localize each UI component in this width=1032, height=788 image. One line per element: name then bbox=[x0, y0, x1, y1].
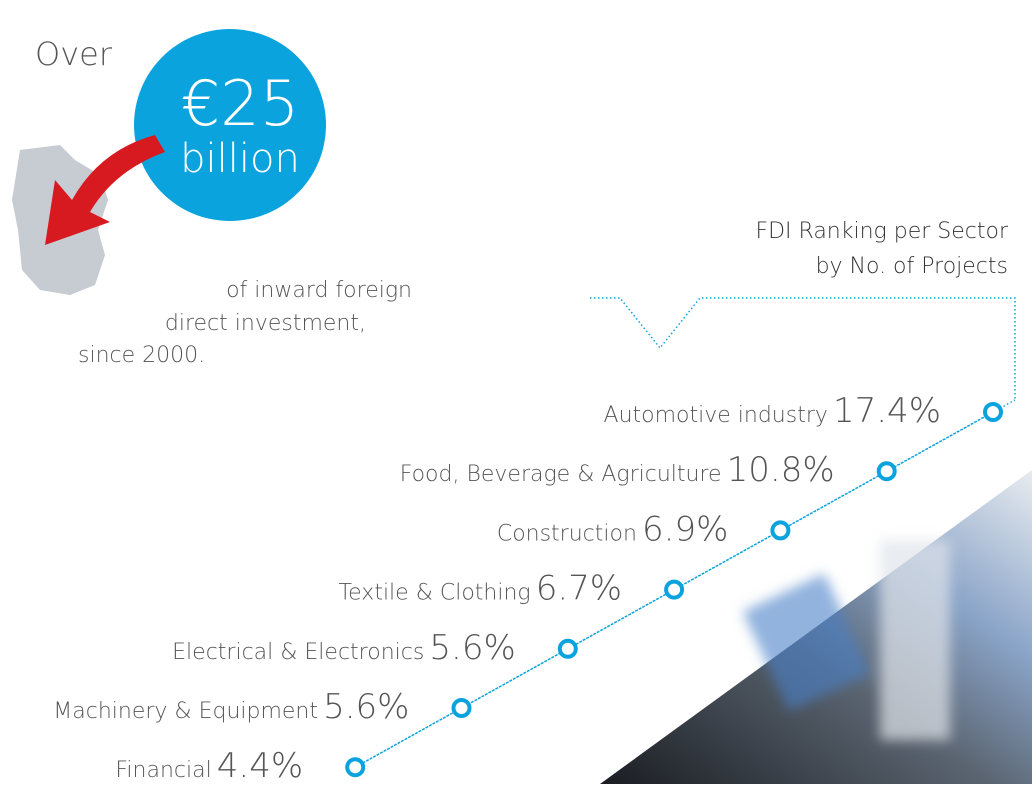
node bbox=[345, 757, 366, 778]
prefix: Over bbox=[35, 35, 113, 73]
share: 4.4% bbox=[217, 746, 303, 784]
share: 6.7% bbox=[536, 569, 622, 609]
share: 17.4% bbox=[833, 391, 941, 431]
sector-label: Electrical & Electronics 5.6% bbox=[172, 628, 516, 668]
ranking-title: by No. of Projects bbox=[816, 254, 1008, 279]
unit: billion bbox=[180, 136, 300, 182]
sector: Textile & Clothing bbox=[338, 581, 530, 606]
caption-line: since 2000. bbox=[78, 343, 205, 368]
sector-label: Machinery & Equipment 5.6% bbox=[53, 687, 409, 727]
arrow bbox=[45, 135, 165, 245]
sector: Food, Beverage & Agriculture bbox=[400, 462, 722, 487]
amount: €25 bbox=[181, 67, 299, 140]
sector: Financial bbox=[115, 758, 211, 783]
caption-line: of inward foreign bbox=[226, 278, 412, 303]
share: 6.9% bbox=[642, 509, 728, 549]
sector-label: Financial 4.4% bbox=[115, 746, 303, 784]
node bbox=[451, 698, 472, 718]
node bbox=[770, 520, 791, 541]
ranking-title: FDI Ranking per Sector bbox=[755, 219, 1009, 244]
node bbox=[557, 638, 578, 659]
node bbox=[983, 402, 1003, 422]
node bbox=[876, 461, 897, 482]
node bbox=[664, 579, 685, 600]
sector: Construction bbox=[497, 521, 637, 546]
caption-line: direct investment, bbox=[165, 311, 366, 336]
sector: Electrical & Electronics bbox=[172, 640, 424, 665]
sector-label: Food, Beverage & Agriculture 10.8% bbox=[400, 450, 835, 490]
share: 5.6% bbox=[429, 628, 515, 668]
sector: Automotive industry bbox=[604, 403, 828, 428]
sector: Machinery & Equipment bbox=[53, 699, 318, 724]
sector-label: Textile & Clothing 6.7% bbox=[338, 569, 622, 609]
sector-label: Construction 6.9% bbox=[497, 509, 729, 549]
share: 10.8% bbox=[727, 450, 835, 490]
sector-label: Automotive industry 17.4% bbox=[604, 391, 941, 431]
bracket bbox=[590, 297, 1016, 400]
share: 5.6% bbox=[323, 687, 409, 727]
amount-circle bbox=[134, 29, 326, 221]
photo-detail bbox=[742, 540, 950, 740]
